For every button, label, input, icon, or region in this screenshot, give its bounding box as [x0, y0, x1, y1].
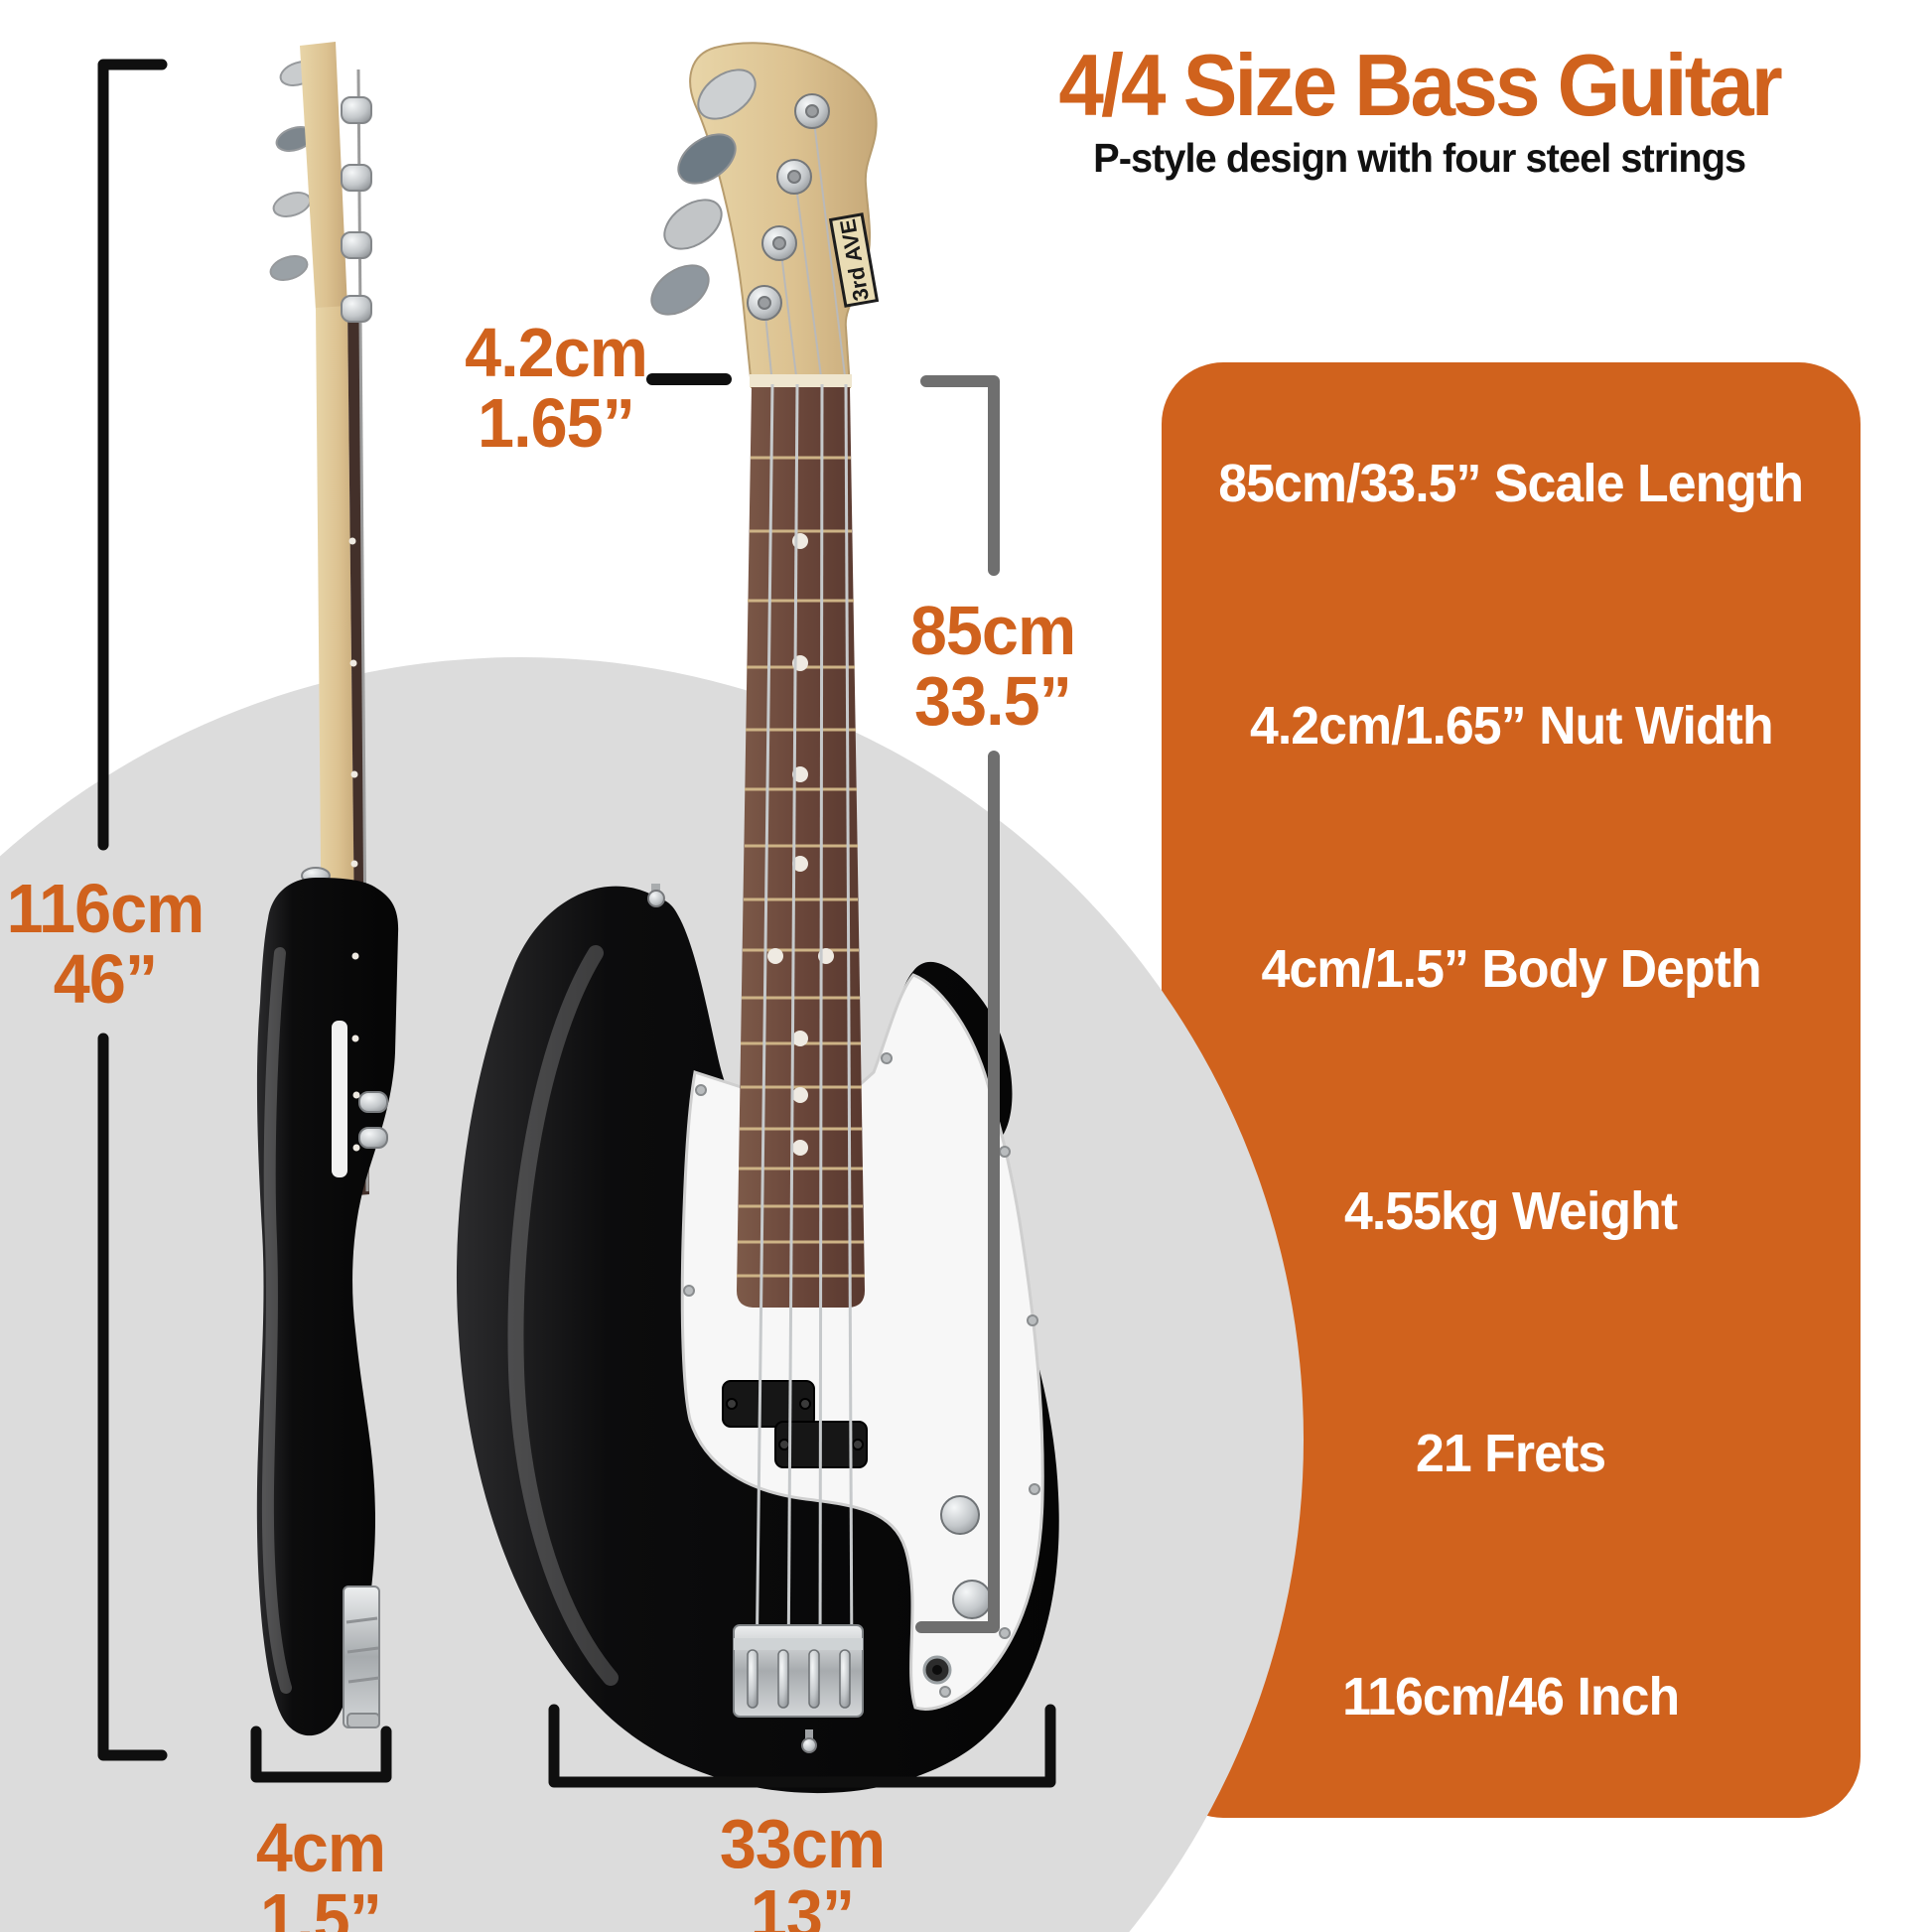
label-body-depth: 4cm 1.5”	[219, 1809, 421, 1932]
side-pickguard-edge	[332, 1021, 347, 1177]
tuner-keys-icon	[650, 69, 757, 316]
spec-frets: 21 Frets	[1416, 1424, 1606, 1484]
headstock-strings	[763, 112, 847, 385]
scale-length-metric: 85cm	[909, 592, 1076, 669]
side-body	[256, 878, 399, 1736]
scale-length-bracket-bottom	[915, 751, 1000, 1633]
nut	[750, 374, 852, 387]
nut-width-imperial: 1.65”	[478, 384, 635, 463]
scale-length-bracket-top	[920, 375, 1000, 576]
pickguard-screws	[683, 1052, 1040, 1698]
side-headstock	[300, 42, 347, 310]
spec-overall-length: 116cm/46 Inch	[1342, 1666, 1680, 1726]
spec-panel: 85cm/33.5” Scale Length 4.2cm/1.65” Nut …	[1162, 362, 1861, 1818]
label-overall-length: 116cm 46”	[2, 870, 209, 1019]
body-width-bracket	[548, 1704, 1056, 1788]
body-depth-metric: 4cm	[255, 1809, 386, 1886]
side-knobs-icon	[358, 1091, 388, 1149]
body-width-metric: 33cm	[719, 1805, 886, 1882]
spec-body-depth: 4cm/1.5” Body Depth	[1261, 938, 1761, 999]
side-tuner-knobs-icon	[341, 96, 372, 323]
spec-scale-length: 85cm/33.5” Scale Length	[1218, 454, 1805, 514]
overall-length-metric: 116cm	[6, 870, 206, 947]
label-scale-length: 85cm 33.5”	[890, 592, 1097, 741]
label-nut-width: 4.2cm 1.65”	[439, 314, 673, 463]
side-view-guitar	[256, 42, 399, 1736]
bridge-icon	[733, 1624, 864, 1718]
spec-weight: 4.55kg Weight	[1344, 1181, 1678, 1242]
overall-length-bracket-top	[97, 59, 168, 851]
body-depth-imperial: 1.5”	[260, 1879, 382, 1932]
page-subtitle: P-style design with four steel strings	[1093, 135, 1746, 182]
control-knobs-icon	[940, 1495, 992, 1619]
spec-nut-width: 4.2cm/1.65” Nut Width	[1249, 696, 1774, 757]
strings	[755, 383, 854, 1677]
nut-width-metric: 4.2cm	[465, 314, 648, 391]
frets	[737, 456, 865, 1278]
end-pin-icon	[801, 1729, 817, 1753]
side-fret-dots	[348, 537, 360, 1152]
title-block: 4/4 Size Bass Guitar P-style design with…	[981, 36, 1859, 182]
front-body-gloss	[507, 945, 619, 1686]
page-title: 4/4 Size Bass Guitar	[1058, 36, 1783, 134]
strap-button-icon	[647, 884, 665, 907]
side-body-gloss	[261, 947, 292, 1694]
label-body-width: 33cm 13”	[697, 1805, 908, 1932]
body-width-imperial: 13”	[750, 1875, 855, 1932]
front-view-guitar: 3rd AVE	[456, 42, 1059, 1794]
overall-length-imperial: 46”	[53, 940, 158, 1019]
scale-length-imperial: 33.5”	[914, 662, 1072, 741]
output-jack-icon	[922, 1655, 952, 1685]
side-bridge-icon	[343, 1586, 380, 1728]
body-depth-bracket	[250, 1725, 392, 1783]
tuner-posts-icon	[747, 93, 830, 321]
overall-length-bracket-bottom	[97, 1033, 168, 1761]
